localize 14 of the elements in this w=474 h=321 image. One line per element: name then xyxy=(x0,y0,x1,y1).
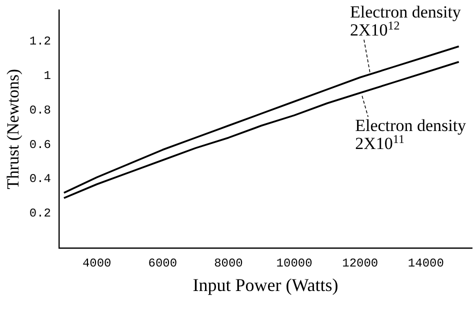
x-tick-label: 8000 xyxy=(214,256,243,270)
y-tick-label: 0.8 xyxy=(29,103,52,118)
y-tick-label: 1 xyxy=(44,68,52,83)
y-tick-label: 1.2 xyxy=(29,34,52,48)
y-tick-label: 0.6 xyxy=(29,138,52,152)
x-axis-title: Input Power (Watts) xyxy=(192,274,338,295)
x-tick-label: 12000 xyxy=(342,256,378,270)
x-tick-label: 4000 xyxy=(82,256,112,270)
y-tick-label: 0.2 xyxy=(29,206,52,221)
x-tick-label: 14000 xyxy=(408,256,444,270)
y-tick-label: 0.4 xyxy=(29,172,52,186)
x-tick-label: 10000 xyxy=(276,256,312,270)
x-tick-label: 6000 xyxy=(148,256,178,270)
y-axis-title: Thrust (Newtons) xyxy=(4,68,23,190)
